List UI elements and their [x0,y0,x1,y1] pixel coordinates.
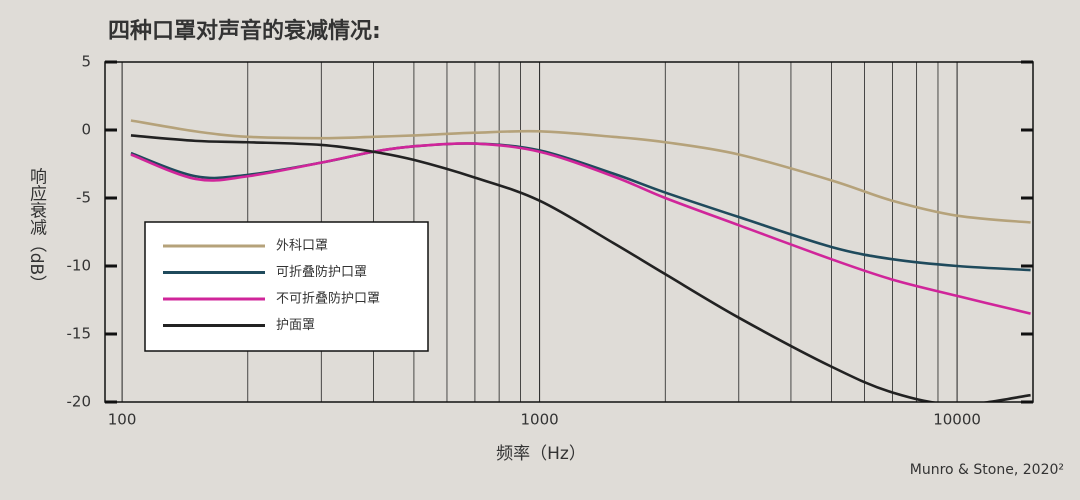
legend-label: 护面罩 [276,318,315,333]
series-line [130,119,1031,224]
x-tick-label: 10000 [933,411,981,429]
x-tick-label: 1000 [520,411,558,429]
y-axis-label: 响应衰减（dB） [26,168,47,293]
y-tick-label: 0 [81,121,91,139]
lines [130,119,1031,402]
y-tick-label: -20 [67,393,92,411]
y-tick-label: -5 [76,189,91,207]
legend-label: 不可折叠防护口罩 [276,291,380,307]
plot-frame [104,61,1034,403]
x-tick-label: 100 [108,411,137,429]
x-axis-label: 频率（Hz） [496,444,586,464]
y-tick-label: 5 [81,53,91,71]
source-note: Munro & Stone, 2020² [910,462,1064,478]
y-tick-label: -15 [67,325,92,343]
legend-box [144,221,429,352]
legend-label: 可折叠防护口罩 [276,264,367,280]
series-line [130,142,1031,315]
chart-title: 四种口罩对声音的衰减情况: [108,18,381,44]
y-tick-label: -10 [67,257,92,275]
series-line [130,134,1031,402]
legend-label: 外科口罩 [276,239,328,254]
